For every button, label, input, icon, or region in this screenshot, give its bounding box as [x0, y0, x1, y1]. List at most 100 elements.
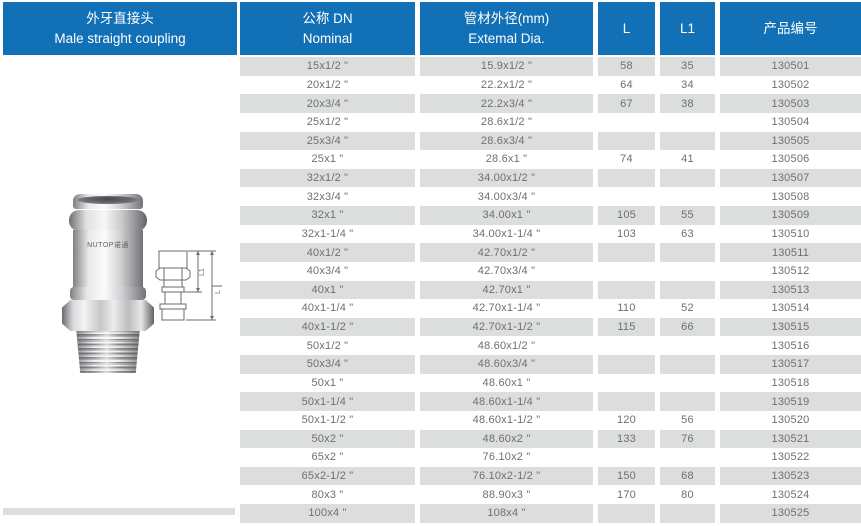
cell-external-dia: 28.6x1 " [420, 150, 593, 169]
cell-product-code: 130517 [720, 355, 861, 374]
header-external-en: Extemal Dia. [468, 30, 545, 46]
cell-product-code: 130513 [720, 280, 861, 300]
cell-l: 150 [598, 466, 655, 486]
table-row: 32x1/2 " 34.00x1/2 " 130507 [0, 168, 861, 188]
cell-l1 [660, 392, 715, 411]
cell-external-dia: 34.00x1 " [420, 206, 593, 225]
cell-nominal: 65x2-1/2 " [240, 466, 415, 486]
cell-l1 [660, 448, 715, 467]
cell-nominal: 40x1 " [240, 280, 415, 300]
cell-product-code: 130511 [720, 243, 861, 262]
cell-product-code: 130506 [720, 150, 861, 169]
cell-external-dia: 34.00x3/4 " [420, 187, 593, 206]
photo-sleeve-body [73, 230, 143, 296]
cell-nominal: 25x1/2 " [240, 112, 415, 132]
cell-external-dia: 22.2x3/4 " [420, 94, 593, 113]
cell-l1 [660, 261, 715, 281]
cell-l: 110 [598, 299, 655, 318]
product-photo: NUTOP诺通 [62, 194, 154, 374]
cell-l: 105 [598, 206, 655, 225]
cell-external-dia: 76.10x2-1/2 " [420, 466, 593, 486]
cell-l1 [660, 168, 715, 188]
cell-product-code: 130507 [720, 168, 861, 188]
cell-external-dia: 15.9x1/2 " [420, 57, 593, 76]
left-panel-divider [3, 508, 235, 515]
table-row: 50x1 " 48.60x1 " 130518 [0, 373, 861, 393]
drawing-hex-nut [155, 267, 191, 281]
cell-l [598, 243, 655, 262]
cell-l [598, 187, 655, 206]
cell-external-dia: 48.60x3/4 " [420, 355, 593, 374]
cell-l1: 34 [660, 75, 715, 95]
cell-nominal: 65x2 " [240, 448, 415, 467]
drawing-press-end [161, 308, 185, 321]
cell-product-code: 130518 [720, 373, 861, 393]
cell-nominal: 20x1/2 " [240, 75, 415, 95]
table-row: 25x1 " 28.6x1 " 74 41 130506 [0, 150, 861, 169]
cell-nominal: 20x3/4 " [240, 94, 415, 113]
cell-nominal: 50x3/4 " [240, 355, 415, 374]
table-row: 100x4 " 108x4 " 130525 [0, 504, 861, 523]
cell-l1: 63 [660, 224, 715, 244]
table-body: 15x1/2 " 15.9x1/2 " 58 35 130501 20x1/2 " 22.2… [0, 57, 861, 523]
column-header-external-dia: 管材外径(mm) Extemal Dia. [420, 2, 593, 55]
cell-product-code: 130509 [720, 206, 861, 225]
cell-l [598, 504, 655, 523]
cell-nominal: 32x1/2 " [240, 168, 415, 188]
cell-l: 170 [598, 485, 655, 504]
cell-nominal: 40x1/2 " [240, 243, 415, 262]
cell-l1: 68 [660, 466, 715, 486]
cell-l: 115 [598, 317, 655, 337]
cell-l1: 38 [660, 94, 715, 113]
cell-product-code: 130521 [720, 429, 861, 449]
column-header-nominal: 公称 DN Nominal [240, 2, 415, 55]
cell-product-code: 130504 [720, 112, 861, 132]
cell-nominal: 25x1 " [240, 150, 415, 169]
cell-l1 [660, 355, 715, 374]
table-row: 25x1/2 " 28.6x1/2 " 130504 [0, 112, 861, 132]
cell-product-code: 130505 [720, 131, 861, 151]
cell-nominal: 50x2 " [240, 429, 415, 449]
header-external-zh: 管材外径(mm) [463, 10, 550, 26]
cell-l1 [660, 112, 715, 132]
table-row: 40x3/4 " 42.70x3/4 " 130512 [0, 261, 861, 281]
photo-oring-bead [69, 210, 147, 231]
column-header-l1: L1 [660, 2, 715, 55]
cell-product-code: 130510 [720, 224, 861, 244]
cell-product-code: 130508 [720, 187, 861, 206]
product-title-header: 外牙直接头 Male straight coupling [3, 2, 237, 55]
table-row: 50x1/2 " 48.60x1/2 " 130516 [0, 336, 861, 355]
cell-nominal: 32x1-1/4 " [240, 224, 415, 244]
cell-l [598, 112, 655, 132]
header-code-label: 产品编号 [763, 20, 818, 36]
cell-nominal: 40x3/4 " [240, 261, 415, 281]
cell-l1: 76 [660, 429, 715, 449]
table-row: 40x1 " 42.70x1 " 130513 [0, 280, 861, 300]
cell-l1: 56 [660, 410, 715, 430]
cell-external-dia: 42.70x3/4 " [420, 261, 593, 281]
cell-product-code: 130525 [720, 504, 861, 523]
cell-l1: 35 [660, 57, 715, 76]
cell-product-code: 130514 [720, 299, 861, 318]
cell-product-code: 130512 [720, 261, 861, 281]
cell-external-dia: 48.60x1 " [420, 373, 593, 393]
cell-l [598, 131, 655, 151]
table-row: 80x3 " 88.90x3 " 170 80 130524 [0, 485, 861, 504]
cell-nominal: 32x1 " [240, 206, 415, 225]
cell-nominal: 40x1-1/2 " [240, 317, 415, 337]
cell-product-code: 130516 [720, 336, 861, 355]
product-title-en: Male straight coupling [54, 30, 186, 46]
table-row: 65x2 " 76.10x2 " 130522 [0, 448, 861, 467]
table-row: 20x1/2 " 22.2x1/2 " 64 34 130502 [0, 75, 861, 95]
header-nominal-zh: 公称 DN [302, 10, 353, 26]
cell-l: 103 [598, 224, 655, 244]
cell-l1 [660, 280, 715, 300]
header-nominal-en: Nominal [302, 30, 353, 46]
column-header-product-code: 产品编号 [720, 2, 861, 55]
photo-male-thread [76, 331, 140, 373]
cell-l [598, 448, 655, 467]
table-row: 20x3/4 " 22.2x3/4 " 67 38 130503 [0, 94, 861, 113]
cell-nominal: 50x1/2 " [240, 336, 415, 355]
cell-l [598, 373, 655, 393]
